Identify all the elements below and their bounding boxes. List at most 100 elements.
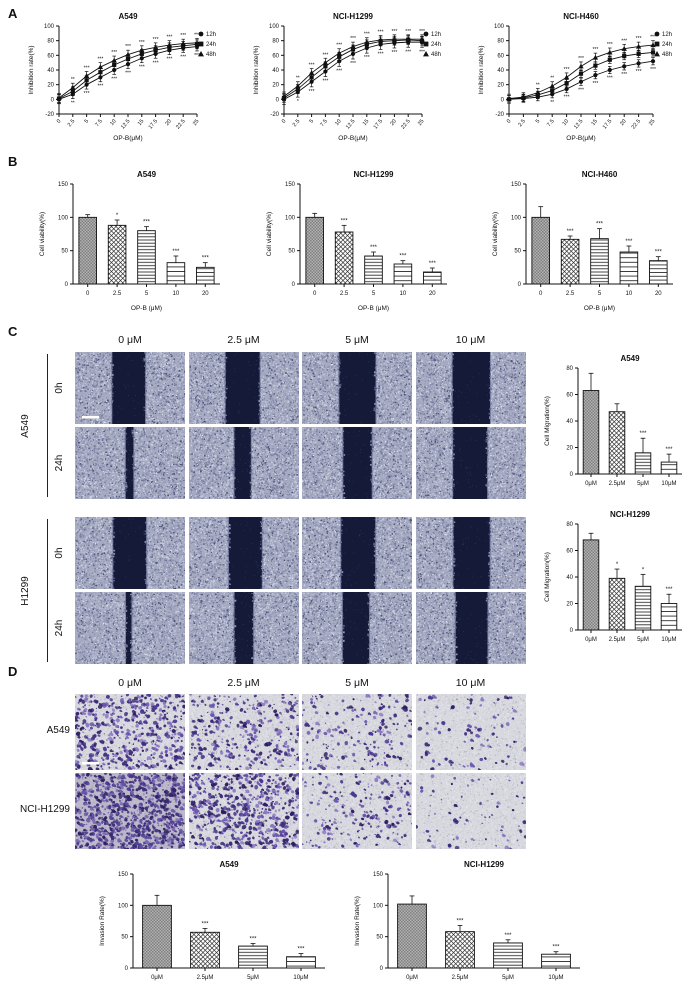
svg-text:***: *** (84, 65, 90, 71)
svg-text:60: 60 (497, 53, 504, 59)
invasion-col-header: 5 μM (345, 677, 369, 689)
svg-text:2.5: 2.5 (292, 118, 302, 128)
svg-text:**: ** (550, 76, 554, 82)
svg-text:0: 0 (501, 97, 505, 103)
svg-text:17.5: 17.5 (148, 118, 159, 130)
svg-text:**: ** (71, 77, 75, 83)
wound-col-header: 0 μM (118, 334, 142, 346)
svg-text:2.5μM: 2.5μM (609, 637, 626, 643)
svg-text:12h: 12h (431, 32, 441, 38)
svg-text:24h: 24h (662, 42, 672, 48)
invasion-row-label: NCI-H1299 (19, 804, 70, 815)
wound-image (415, 352, 526, 424)
svg-text:48h: 48h (431, 52, 441, 58)
invasion-image (75, 773, 185, 849)
chart-inhibition-nci-h1299: -20 0 20 40 60 80 100 0 2.5 5 7.5 10 12.5 15 17.5 20 22.… (250, 10, 460, 146)
svg-text:***: *** (341, 218, 349, 224)
svg-text:20: 20 (272, 83, 279, 89)
svg-text:***: *** (309, 63, 315, 69)
svg-text:25: 25 (192, 118, 201, 127)
svg-text:*: * (642, 567, 645, 573)
svg-text:80: 80 (566, 366, 573, 372)
svg-text:20: 20 (655, 291, 662, 297)
svg-text:***: *** (297, 947, 305, 953)
wound-image (75, 592, 185, 664)
chart-inhibition-a549: -20 0 20 40 60 80 100 0 2.5 5 7.5 10 12.5 15 17.5 20 22.… (25, 10, 235, 146)
svg-text:Invasion Rate(%): Invasion Rate(%) (354, 896, 361, 946)
svg-text:5μM: 5μM (502, 975, 514, 981)
svg-text:**: ** (536, 82, 540, 88)
svg-text:0: 0 (292, 282, 296, 288)
svg-text:***: *** (139, 40, 145, 46)
group-bracket (47, 519, 48, 662)
svg-text:0: 0 (56, 118, 63, 124)
svg-text:150: 150 (511, 182, 522, 188)
svg-text:***: *** (391, 50, 397, 56)
svg-text:***: *** (350, 36, 356, 42)
svg-text:2.5: 2.5 (340, 291, 349, 297)
panel-label-d: D (8, 664, 18, 679)
svg-text:***: *** (309, 89, 315, 95)
svg-text:15: 15 (590, 118, 599, 127)
chart-viability-nci-h460: 0 50 100 150 0 *** 2.5 *** 5 *** 10 *** 20 NCI-H460 OP… (488, 168, 683, 318)
svg-text:22.5: 22.5 (631, 118, 642, 130)
svg-text:***: *** (111, 50, 117, 56)
svg-text:***: *** (552, 945, 560, 951)
svg-text:***: *** (378, 30, 384, 36)
svg-text:-20: -20 (495, 112, 504, 118)
svg-text:80: 80 (497, 39, 504, 45)
svg-text:12.5: 12.5 (120, 118, 131, 130)
svg-text:0: 0 (313, 291, 317, 297)
svg-text:***: *** (665, 447, 673, 453)
svg-text:***: *** (564, 67, 570, 73)
chart-svg: 0 20 40 60 80 0μM * 2.5μM * 5μM *** 10μM NCI-H1299 Ce… (544, 510, 682, 643)
svg-text:10μM: 10μM (661, 637, 676, 643)
invasion-col-header: 0 μM (118, 677, 142, 689)
chart-svg: 0 20 40 60 80 0μM 2.5μM *** 5μM *** 10μM A549 Cell M… (544, 354, 682, 487)
svg-text:2.5: 2.5 (566, 291, 575, 297)
svg-text:***: *** (202, 256, 210, 262)
svg-text:40: 40 (566, 575, 573, 581)
svg-text:-20: -20 (270, 112, 279, 118)
svg-text:-20: -20 (45, 112, 54, 118)
svg-text:OP-B (μM): OP-B (μM) (358, 305, 389, 312)
svg-text:***: *** (639, 431, 647, 437)
invasion-image (415, 694, 526, 770)
wound-image (188, 517, 299, 589)
svg-text:17.5: 17.5 (602, 118, 613, 130)
svg-text:40: 40 (47, 68, 54, 74)
svg-text:50: 50 (514, 249, 521, 255)
svg-text:20: 20 (47, 83, 54, 89)
svg-text:0: 0 (570, 628, 574, 634)
svg-text:***: *** (655, 250, 663, 256)
svg-text:***: *** (504, 933, 512, 939)
svg-text:***: *** (194, 53, 200, 59)
chart-svg: 0 50 100 150 0 *** 2.5 *** 5 *** 10 *** 20 NCI-H1299 O… (266, 170, 447, 312)
svg-text:50: 50 (376, 935, 383, 941)
svg-text:2.5μM: 2.5μM (197, 975, 214, 981)
svg-text:10μM: 10μM (661, 481, 676, 487)
invasion-image (302, 694, 412, 770)
svg-text:***: *** (419, 49, 425, 55)
svg-text:***: *** (350, 61, 356, 67)
svg-text:***: *** (84, 91, 90, 97)
svg-text:***: *** (592, 47, 598, 53)
svg-text:OP-B (μM): OP-B (μM) (584, 305, 615, 312)
svg-text:0μM: 0μM (585, 637, 597, 643)
svg-text:60: 60 (272, 53, 279, 59)
svg-text:NCI-H1299: NCI-H1299 (464, 860, 505, 869)
svg-text:***: *** (364, 32, 370, 38)
svg-text:**: ** (71, 101, 75, 107)
svg-text:***: *** (97, 57, 103, 63)
svg-text:0: 0 (518, 282, 522, 288)
svg-text:A549: A549 (118, 12, 138, 21)
wound-image (75, 517, 185, 589)
svg-text:*: * (616, 562, 619, 568)
svg-text:***: *** (429, 261, 437, 267)
svg-text:2.5: 2.5 (517, 118, 527, 128)
svg-text:**: ** (550, 100, 554, 106)
svg-text:5: 5 (598, 291, 602, 297)
svg-text:40: 40 (497, 68, 504, 74)
svg-text:100: 100 (58, 215, 69, 221)
